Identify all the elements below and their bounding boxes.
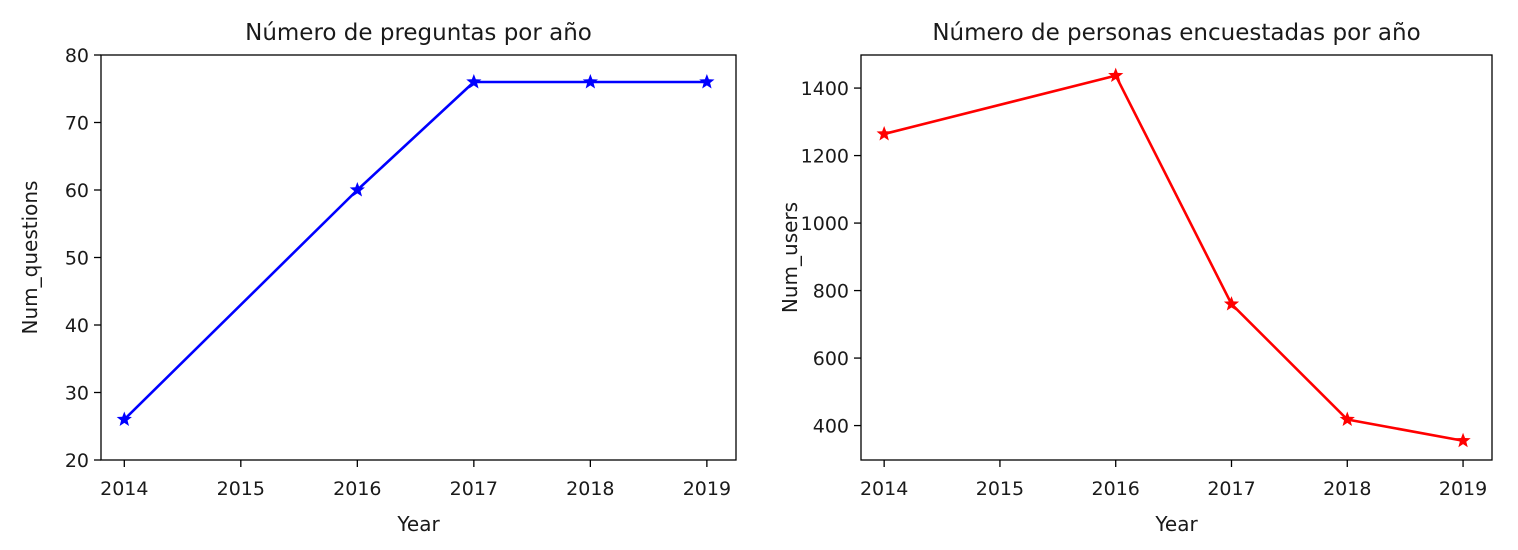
y-tick-label: 70	[65, 113, 89, 135]
data-point-marker	[466, 74, 482, 89]
x-tick-label: 2018	[1323, 478, 1371, 500]
y-tick-label: 40	[65, 315, 89, 337]
data-point-marker	[1223, 296, 1240, 311]
data-point-marker	[582, 74, 598, 89]
y-tick-label: 1200	[801, 146, 849, 168]
y-tick-label: 50	[65, 248, 89, 270]
x-tick-label: 2017	[450, 478, 498, 500]
y-tick-label: 20	[65, 450, 89, 472]
y-tick-label: 30	[65, 383, 89, 405]
x-tick-label: 2014	[860, 478, 908, 500]
x-tick-label: 2016	[333, 478, 381, 500]
x-tick-label: 2016	[1092, 478, 1140, 500]
y-tick-label: 600	[813, 348, 849, 370]
y-tick-label: 80	[65, 45, 89, 67]
x-axis-label: Year	[396, 512, 440, 536]
y-tick-label: 800	[813, 281, 849, 303]
y-axis-label: Num_users	[778, 202, 802, 313]
x-tick-label: 2017	[1207, 478, 1255, 500]
chart-1: Número de preguntas por año 2014 2015 2016 2…	[18, 20, 737, 536]
data-point-marker	[1108, 67, 1124, 83]
x-tick-label: 2019	[1439, 478, 1487, 500]
x-tick-label: 2019	[683, 478, 731, 500]
series-line	[123, 80, 707, 421]
x-tick-label: 2015	[217, 478, 265, 500]
axes-frame	[860, 54, 1493, 461]
y-tick-label: 60	[65, 180, 89, 202]
series-line	[883, 74, 1464, 443]
data-point-marker	[1339, 411, 1355, 426]
data-point-marker	[699, 74, 715, 89]
data-point-marker	[1455, 432, 1471, 448]
x-axis-label: Year	[1154, 512, 1198, 536]
chart-title: Número de preguntas por año	[245, 20, 592, 46]
axes-frame	[100, 54, 737, 461]
x-tick-label: 2014	[100, 478, 148, 500]
chart-2: Número de personas encuestadas por año 20…	[778, 20, 1493, 536]
chart-title: Número de personas encuestadas por año	[932, 20, 1420, 46]
y-tick-label: 400	[813, 416, 849, 438]
data-point-marker	[116, 411, 132, 426]
y-tick-label: 1400	[801, 78, 849, 100]
data-point-marker	[876, 125, 892, 141]
y-axis-label: Num_questions	[18, 181, 42, 335]
y-tick-label: 1000	[801, 213, 849, 235]
data-point-marker	[349, 182, 365, 197]
x-tick-label: 2018	[566, 478, 614, 500]
x-tick-label: 2015	[976, 478, 1024, 500]
